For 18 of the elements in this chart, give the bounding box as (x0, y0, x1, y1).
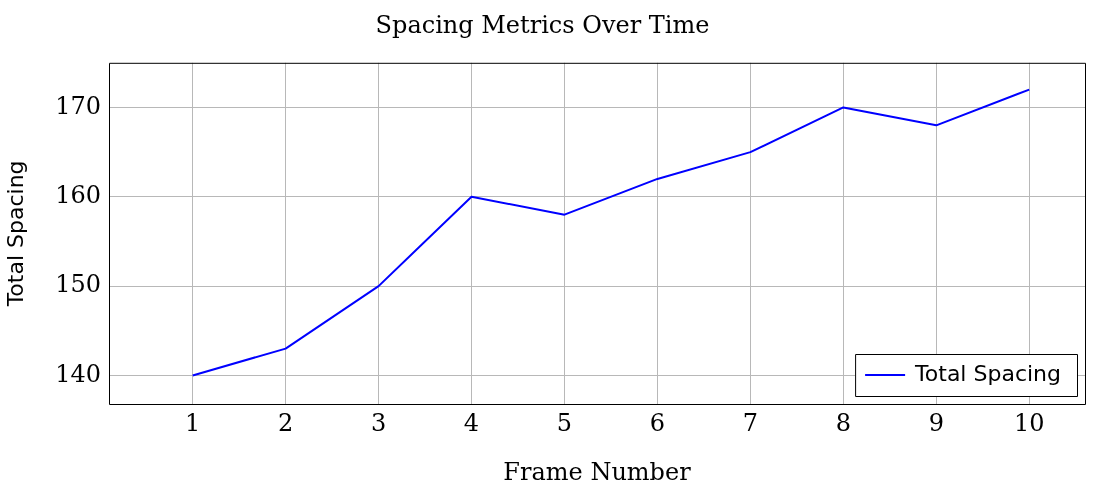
y-tick-label: 160 (55, 181, 101, 210)
x-axis-title: Frame Number (503, 457, 692, 486)
x-tick-label: 1 (185, 408, 201, 437)
x-tick-label: 10 (1013, 408, 1045, 437)
x-tick-label: 8 (835, 408, 851, 437)
x-tick-label: 3 (370, 408, 387, 437)
x-tick-label: 9 (928, 408, 944, 437)
y-tick-label: 140 (55, 359, 101, 388)
legend-label: Total Spacing (914, 360, 1062, 386)
y-axis-title: Total Spacing (2, 160, 28, 308)
x-tick-label: 6 (649, 408, 666, 437)
chart-title: Spacing Metrics Over Time (375, 10, 710, 39)
x-tick-label: 7 (742, 408, 759, 437)
x-tick-label: 2 (277, 408, 294, 437)
y-tick-label: 150 (55, 270, 101, 299)
x-tick-label: 5 (556, 408, 573, 437)
x-tick-label: 4 (463, 408, 480, 437)
y-tick-label: 170 (55, 91, 101, 120)
